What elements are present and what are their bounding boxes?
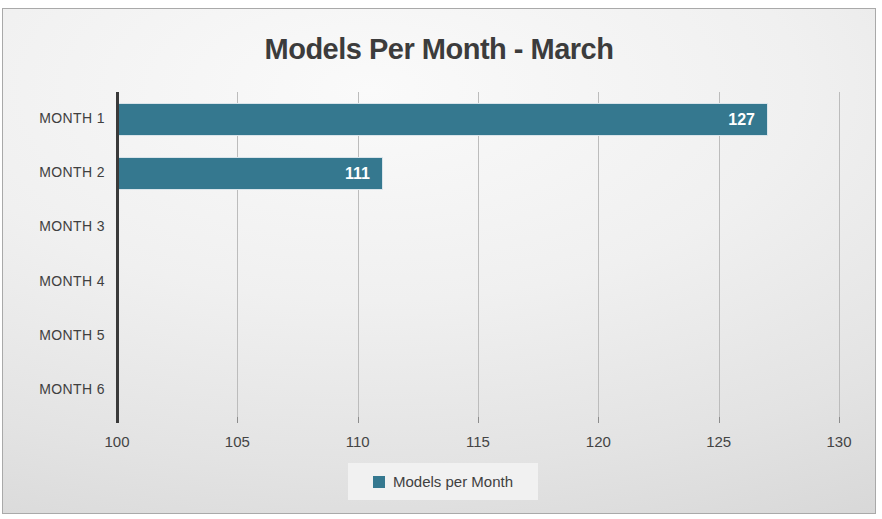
axis-tick: [839, 417, 840, 423]
axis-tick: [237, 417, 238, 423]
y-axis-category-label: MONTH 4: [3, 273, 105, 289]
y-axis-category-label: MONTH 2: [3, 164, 105, 180]
gridline: [237, 92, 238, 417]
x-axis-tick-label: 100: [87, 433, 147, 450]
x-axis-tick-label: 105: [207, 433, 267, 450]
gridline: [719, 92, 720, 417]
y-axis-category-label: MONTH 5: [3, 327, 105, 343]
axis-tick: [478, 417, 479, 423]
legend-color-swatch-icon: [373, 476, 385, 488]
gridline: [839, 92, 840, 417]
x-axis-tick-label: 125: [689, 433, 749, 450]
gridline: [478, 92, 479, 417]
x-axis-tick-label: 130: [809, 433, 869, 450]
axis-tick: [358, 417, 359, 423]
x-axis-tick-label: 115: [448, 433, 508, 450]
y-axis-line: [116, 92, 119, 423]
y-axis-category-label: MONTH 1: [3, 110, 105, 126]
legend-label: Models per Month: [393, 473, 513, 490]
gridline: [598, 92, 599, 417]
bar: 111: [118, 157, 383, 190]
x-axis-tick-label: 110: [328, 433, 388, 450]
y-axis-category-label: MONTH 6: [3, 381, 105, 397]
legend: Models per Month: [348, 463, 538, 500]
bar-value-label: 127: [728, 104, 755, 135]
bar: 127: [118, 103, 768, 136]
bar-value-label: 111: [345, 158, 370, 189]
y-axis-category-label: MONTH 3: [3, 218, 105, 234]
chart-frame: Models Per Month - March 100 105 110 115 120…: [2, 8, 876, 514]
chart-title: Models Per Month - March: [3, 33, 875, 66]
gridline: [358, 92, 359, 417]
x-axis-tick-label: 120: [568, 433, 628, 450]
axis-tick: [598, 417, 599, 423]
chart-image: Models Per Month - March 100 105 110 115 120…: [0, 0, 882, 519]
axis-tick: [719, 417, 720, 423]
